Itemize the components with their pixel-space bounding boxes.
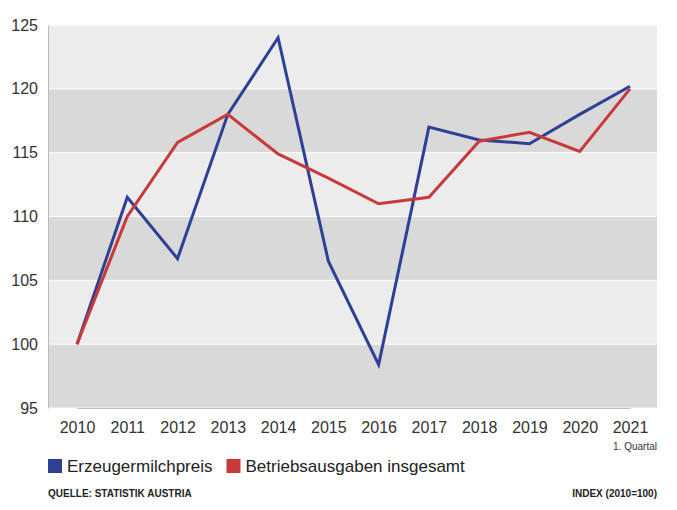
grid-band — [48, 217, 657, 281]
grid-line — [48, 280, 657, 281]
y-axis-line — [48, 26, 49, 409]
x-tick-label: 2018 — [462, 419, 498, 436]
source: QUELLE: STATISTIK AUSTRIA — [48, 488, 192, 499]
y-axis: 95 100 105 110 115 120 125 — [11, 17, 48, 417]
x-tick-label: 2012 — [160, 419, 196, 436]
note: INDEX (2010=100) — [572, 488, 657, 499]
x-tick: 2020 — [562, 408, 598, 436]
y-tick: 110 — [12, 208, 48, 225]
grid-band — [48, 89, 657, 153]
x-tick-label: 2017 — [412, 419, 448, 436]
x-tick-label: 2015 — [311, 419, 347, 436]
x-tick-label: 2020 — [562, 419, 598, 436]
x-tick: 2015 — [311, 408, 347, 436]
grid-line — [48, 152, 657, 153]
series-line — [77, 38, 630, 365]
x-tick-label: 2011 — [111, 419, 146, 436]
x-tick-label: 2014 — [261, 419, 297, 436]
y-tick: 95 — [20, 400, 48, 417]
legend-swatch — [48, 459, 62, 473]
grid-line — [48, 408, 657, 409]
x-tick: 2011 — [111, 408, 146, 436]
grid-line — [48, 344, 657, 345]
y-tick: 115 — [12, 144, 48, 161]
grid-band — [48, 25, 657, 89]
x-tick-label: 2013 — [211, 419, 247, 436]
y-tick-label: 95 — [20, 400, 38, 417]
y-tick-label: 105 — [11, 272, 38, 289]
y-tick-label: 100 — [11, 336, 38, 353]
x-tick-label: 2010 — [60, 419, 96, 436]
y-tick-label: 115 — [12, 144, 38, 161]
y-tick: 120 — [11, 80, 48, 97]
x-tick-label: 2019 — [512, 419, 548, 436]
legend-label: Erzeugermilchpreis — [67, 457, 213, 476]
y-tick: 105 — [11, 272, 48, 289]
x-tick: 2014 — [261, 408, 297, 436]
plot: 95 100 105 110 115 120 125 2010 2011 2012 2013 2014… — [11, 17, 657, 452]
grid-band — [48, 153, 657, 217]
y-tick-label: 120 — [11, 80, 38, 97]
x-axis-line — [78, 408, 631, 409]
chart: 95 100 105 110 115 120 125 2010 2011 2012 2013 2014… — [0, 0, 677, 510]
grid-band — [48, 344, 657, 408]
legend-item: Erzeugermilchpreis — [48, 457, 213, 476]
grid — [48, 25, 657, 408]
legend-swatch — [227, 459, 241, 473]
grid-line — [48, 88, 657, 89]
x-tick: 2017 — [412, 408, 448, 436]
x-tick: 2013 — [211, 408, 247, 436]
legend-label: Betriebsausgaben insgesamt — [246, 457, 466, 476]
x-tick: 2018 — [462, 408, 498, 436]
y-tick-label: 125 — [11, 17, 38, 34]
y-tick: 100 — [11, 336, 48, 353]
legend: Erzeugermilchpreis Betriebsausgaben insge… — [48, 457, 465, 476]
legend-item: Betriebsausgaben insgesamt — [227, 457, 466, 476]
annotation: 1. Quartal — [613, 441, 657, 452]
x-tick-label: 2021 — [613, 419, 649, 436]
x-tick: 2016 — [361, 408, 397, 436]
x-axis: 2010 2011 2012 2013 2014 2015 2016 2017 2018 2019… — [60, 408, 649, 436]
x-tick-label: 2016 — [361, 419, 397, 436]
y-tick: 125 — [11, 17, 48, 34]
x-tick: 2012 — [160, 408, 196, 436]
grid-line — [48, 216, 657, 217]
x-tick: 2021 — [613, 408, 649, 436]
grid-line — [48, 25, 657, 26]
x-tick: 2019 — [512, 408, 548, 436]
x-tick: 2010 — [60, 408, 96, 436]
y-tick-label: 110 — [12, 208, 38, 225]
series-group — [77, 38, 630, 365]
series-line — [77, 89, 630, 344]
